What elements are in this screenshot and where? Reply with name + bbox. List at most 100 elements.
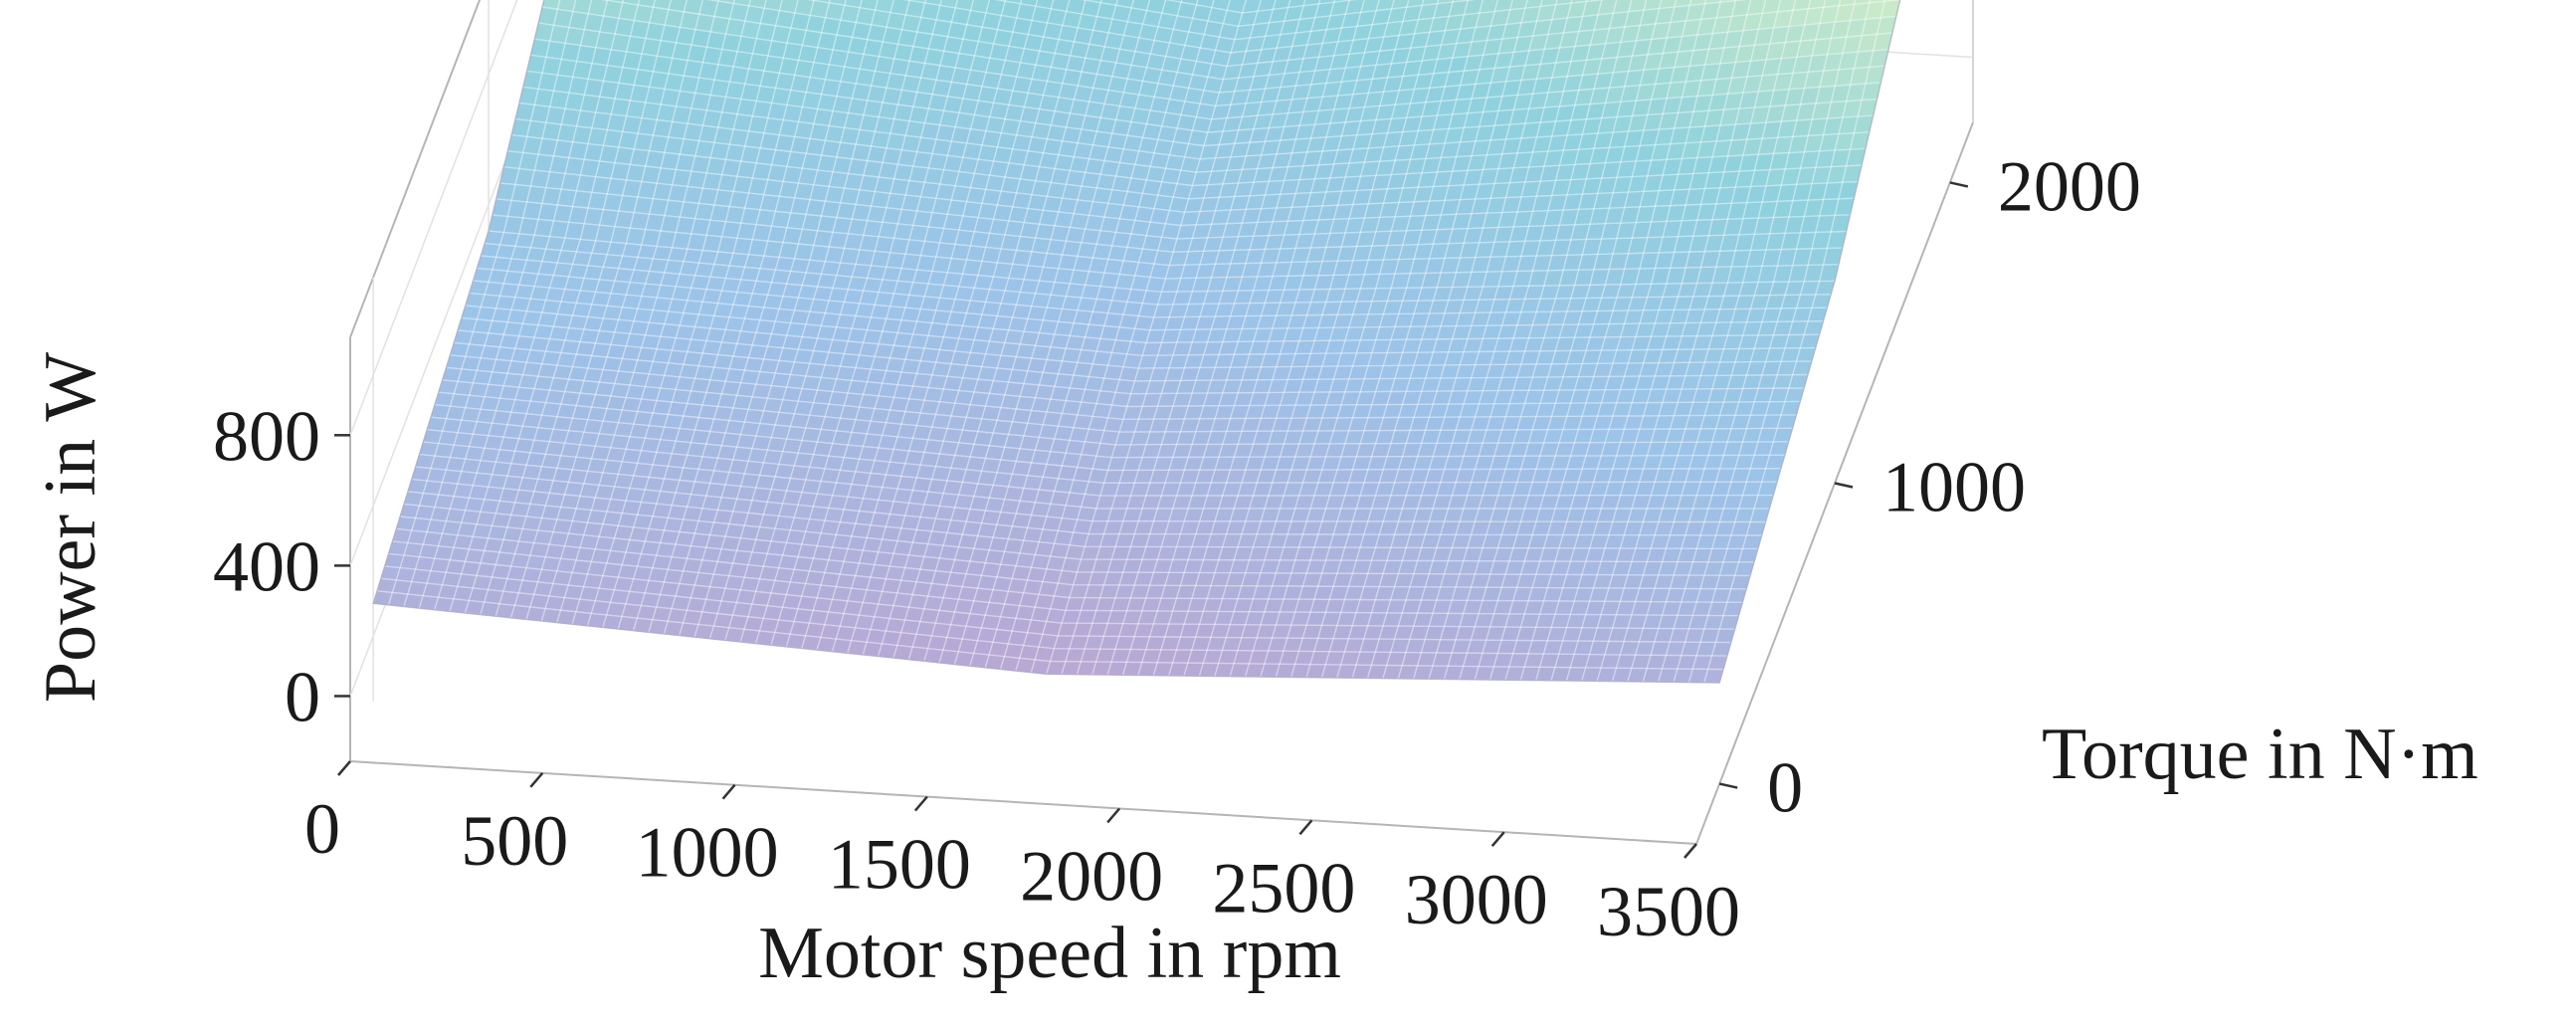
mesh-line — [984, 0, 1183, 669]
x-tick-mark — [913, 795, 928, 812]
mesh-line — [1596, 0, 1782, 682]
mesh-line — [1535, 0, 1722, 681]
mesh-line — [511, 133, 1859, 213]
mesh-line — [534, 38, 1882, 133]
mesh-line — [648, 0, 831, 633]
mesh-line — [1164, 0, 1358, 14]
mesh-line — [1351, 0, 1543, 679]
mesh-line — [1137, 0, 1336, 676]
mesh-line — [495, 0, 672, 617]
mesh-line — [1305, 0, 1498, 678]
mesh-line — [739, 0, 927, 643]
x-axis-title: Motor speed in rpm — [758, 913, 1341, 994]
mesh-line — [907, 0, 1102, 660]
mesh-line — [1183, 0, 1380, 677]
left-top-edge — [349, 0, 482, 338]
mesh-line — [403, 0, 577, 607]
mesh-line — [454, 341, 1801, 408]
mesh-line — [396, 527, 1743, 603]
mesh-line — [1397, 0, 1588, 679]
mesh-line — [754, 0, 943, 644]
y-tick-mark — [1718, 782, 1738, 789]
mesh-line — [449, 0, 625, 612]
mesh-line — [538, 22, 1885, 120]
mesh-line — [461, 316, 1809, 382]
mesh-line — [1550, 0, 1737, 681]
grid-line-z — [349, 0, 518, 436]
mesh-line — [400, 515, 1747, 590]
mesh-line — [902, 0, 1749, 54]
mesh-line — [1443, 0, 1633, 680]
mesh-line — [1106, 0, 1306, 676]
x-tick-mark — [721, 783, 736, 800]
mesh-line — [1673, 0, 1857, 683]
y-tick-mark — [1949, 181, 1969, 188]
grid-line-z — [349, 0, 568, 566]
mesh-line — [407, 491, 1754, 563]
mesh-line — [1474, 0, 1663, 680]
x-tick-label: 2500 — [1212, 848, 1355, 927]
surface — [372, 0, 1901, 684]
mesh-line — [446, 366, 1793, 433]
mesh-line — [1046, 0, 1248, 675]
mesh-line — [586, 0, 767, 627]
mesh-line — [801, 0, 991, 649]
y-tick-label: 0 — [1767, 748, 1803, 828]
mesh-line — [847, 0, 1039, 654]
front-floor-edge — [349, 760, 1697, 845]
mesh-line — [1320, 0, 1513, 678]
mesh-line — [541, 6, 1889, 107]
mesh-line — [1214, 0, 1410, 677]
surface-mesh — [372, 0, 1901, 684]
mesh-line — [708, 0, 894, 640]
z-tick-label: 400 — [213, 526, 320, 606]
mesh-line — [434, 0, 609, 610]
mesh-line — [492, 214, 1839, 280]
mesh-line — [571, 0, 751, 625]
mesh-line — [419, 453, 1766, 523]
mesh-line — [1611, 0, 1797, 682]
mesh-line — [438, 391, 1785, 459]
z-axis-title: Power in W — [30, 352, 111, 703]
mesh-line — [1642, 0, 1827, 683]
mesh-line — [1290, 0, 1485, 678]
mesh-line — [1198, 0, 1395, 677]
mesh-line — [1081, 0, 1477, 28]
mesh-line — [1581, 0, 1767, 682]
mesh-line — [458, 329, 1805, 395]
mesh-line — [509, 0, 688, 619]
mesh-line — [877, 0, 1071, 657]
mesh-line — [540, 0, 719, 622]
mesh-line — [469, 292, 1816, 357]
x-tick-label: 1500 — [828, 825, 971, 905]
mesh-line — [380, 577, 1727, 657]
mesh-line — [1687, 0, 1872, 683]
ticks: 0 500 1000 1500 2000 2500 3000 3500 0 400 800 0 1000… — [213, 146, 2141, 951]
mesh-line — [387, 0, 561, 606]
mesh-line — [495, 198, 1843, 267]
mesh-line — [514, 117, 1863, 200]
mesh-line — [434, 404, 1781, 472]
mesh-line — [411, 478, 1758, 550]
x-tick-label: 0 — [304, 789, 340, 869]
x-tick-mark — [1684, 843, 1697, 859]
mesh-line — [485, 242, 1832, 306]
mesh-line — [480, 0, 657, 615]
x-tick-label: 3000 — [1405, 860, 1548, 939]
mesh-line — [1428, 0, 1618, 680]
mesh-line — [923, 0, 1118, 662]
mesh-line — [1275, 0, 1470, 678]
mesh-line — [892, 0, 1087, 659]
mesh-line — [706, 0, 1896, 81]
mesh-line — [1260, 0, 1455, 678]
mesh-line — [816, 0, 1007, 651]
x-tick-label: 1000 — [636, 813, 779, 893]
mesh-line — [442, 379, 1789, 446]
mesh-line — [1152, 0, 1350, 676]
mesh-line — [481, 255, 1828, 318]
mesh-line — [1015, 0, 1215, 672]
mesh-line — [602, 0, 783, 628]
mesh-line — [1504, 0, 1692, 681]
mesh-line — [694, 0, 879, 638]
